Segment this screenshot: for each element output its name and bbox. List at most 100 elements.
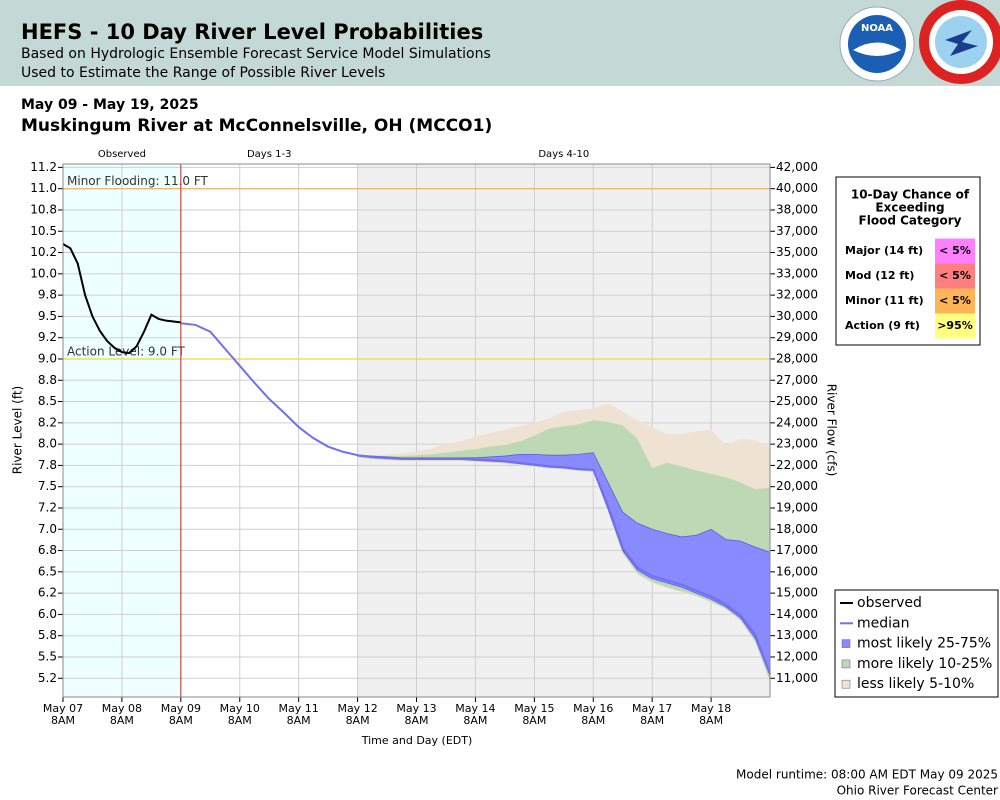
- y2-tick-label: 30,000: [776, 309, 818, 323]
- threshold-label: Action Level: 9.0 FT: [67, 344, 186, 358]
- y2-tick-label: 25,000: [776, 394, 818, 408]
- header-title: HEFS - 10 Day River Level Probabilities: [21, 20, 483, 44]
- table-row-chance: < 5%: [939, 244, 971, 257]
- table-row-label: Major (14 ft): [845, 244, 923, 257]
- logo-bird: [853, 42, 901, 56]
- table-row-chance: >95%: [937, 319, 973, 332]
- y-tick-label: 6.5: [38, 564, 57, 578]
- legend-label: more likely 10-25%: [857, 656, 992, 672]
- y-tick-label: 9.5: [38, 309, 57, 323]
- y-tick-label: 10.5: [30, 224, 57, 238]
- x-tick-label: May 18: [691, 702, 731, 715]
- y2-tick-label: 32,000: [776, 288, 818, 302]
- nws-logo: [919, 0, 1000, 84]
- x-tick-label: 8AM: [110, 714, 134, 727]
- y2-tick-label: 24,000: [776, 415, 818, 429]
- y2-tick-label: 13,000: [776, 628, 818, 642]
- x-tick-label: 8AM: [228, 714, 252, 727]
- y2-tick-label: 12,000: [776, 649, 818, 663]
- date-range: May 09 - May 19, 2025: [21, 97, 199, 113]
- y-tick-label: 6.2: [38, 586, 57, 600]
- x-tick-label: May 10: [220, 702, 260, 715]
- legend-label: most likely 25-75%: [857, 636, 991, 652]
- table-title: 10-Day Chance of: [851, 188, 970, 202]
- logo-bolt: [945, 30, 978, 56]
- y2-tick-label: 23,000: [776, 437, 818, 451]
- y2-tick-label: 38,000: [776, 202, 818, 216]
- region: [180, 164, 358, 697]
- y2-tick-label: 19,000: [776, 500, 818, 514]
- band-area: [357, 420, 770, 681]
- x-tick-label: May 07: [43, 702, 83, 715]
- y-tick-label: 6.0: [38, 607, 57, 621]
- y-tick-label: 7.8: [38, 458, 57, 472]
- x-tick-label: 8AM: [699, 714, 723, 727]
- chart-title: Muskingum River at McConnelsville, OH (M…: [21, 116, 492, 136]
- x-tick-label: May 12: [337, 702, 377, 715]
- table-swatch: [935, 263, 975, 289]
- series-line: [62, 243, 181, 355]
- y-axis-label: River Level (ft): [11, 386, 25, 474]
- x-tick-label: 8AM: [463, 714, 487, 727]
- y2-tick-label: 29,000: [776, 330, 818, 344]
- x-tick-label: 8AM: [51, 714, 75, 727]
- table-row-label: Minor (11 ft): [845, 294, 924, 307]
- y-tick-label: 5.8: [38, 628, 57, 642]
- header-band: [0, 0, 1000, 86]
- table-swatch: [935, 313, 975, 339]
- table-swatch: [935, 288, 975, 314]
- y2-tick-label: 11,000: [776, 671, 818, 685]
- y-tick-label: 9.0: [38, 351, 57, 365]
- legend-swatch: [841, 639, 851, 648]
- y2-tick-label: 17,000: [776, 543, 818, 557]
- y-tick-label: 9.8: [38, 288, 57, 302]
- table-row-chance: < 5%: [939, 294, 971, 307]
- y-tick-label: 8.5: [38, 394, 57, 408]
- y2-axis-label: River Flow (cfs): [825, 384, 839, 477]
- x-tick-label: May 13: [396, 702, 436, 715]
- header-subtitle: Based on Hydrologic Ensemble Forecast Se…: [21, 46, 491, 62]
- footer-center: Ohio River Forecast Center: [837, 784, 998, 798]
- x-tick-label: 8AM: [404, 714, 428, 727]
- y-tick-label: 7.0: [38, 522, 57, 536]
- y-tick-label: 10.8: [30, 202, 57, 216]
- x-axis-label: Time and Day (EDT): [361, 734, 473, 747]
- threshold-label: Minor Flooding: 11.0 FT: [67, 174, 209, 188]
- y2-tick-label: 14,000: [776, 607, 818, 621]
- legend-swatch: [841, 659, 851, 669]
- y2-tick-label: 42,000: [776, 160, 818, 174]
- plot-border: [62, 163, 771, 698]
- x-tick-label: 8AM: [581, 714, 605, 727]
- legend-swatch: [841, 679, 851, 689]
- legend-box: [834, 589, 999, 698]
- y2-tick-label: 27,000: [776, 373, 818, 387]
- noaa-logo: NOAA: [839, 6, 915, 82]
- legend-label: observed: [857, 595, 922, 611]
- header-subtitle: Used to Estimate the Range of Possible R…: [21, 65, 385, 81]
- table-swatch: [935, 238, 975, 264]
- x-tick-label: 8AM: [640, 714, 664, 727]
- y-tick-label: 10.2: [30, 245, 57, 259]
- table-row-label: Action (9 ft): [845, 319, 920, 332]
- y2-tick-label: 28,000: [776, 351, 818, 365]
- footer-runtime: Model runtime: 08:00 AM EDT May 09 2025: [736, 768, 998, 782]
- y-tick-label: 8.2: [38, 415, 57, 429]
- y-tick-label: 8.8: [38, 373, 57, 387]
- x-tick-label: May 14: [455, 702, 495, 715]
- logo-text: NOAA: [861, 23, 893, 34]
- y-tick-label: 11.2: [30, 160, 57, 174]
- y-tick-label: 7.5: [38, 479, 57, 493]
- y2-tick-label: 33,000: [776, 266, 818, 280]
- y2-tick-label: 40,000: [776, 181, 818, 195]
- x-tick-label: 8AM: [346, 714, 370, 727]
- y2-tick-label: 15,000: [776, 586, 818, 600]
- y-tick-label: 5.2: [38, 671, 57, 685]
- series-line: [180, 322, 771, 675]
- x-tick-label: May 11: [279, 702, 319, 715]
- y-tick-label: 11.0: [30, 181, 57, 195]
- y-tick-label: 5.5: [38, 649, 57, 663]
- x-tick-label: 8AM: [287, 714, 311, 727]
- table-title: Flood Category: [859, 214, 962, 228]
- x-tick-label: May 17: [632, 702, 672, 715]
